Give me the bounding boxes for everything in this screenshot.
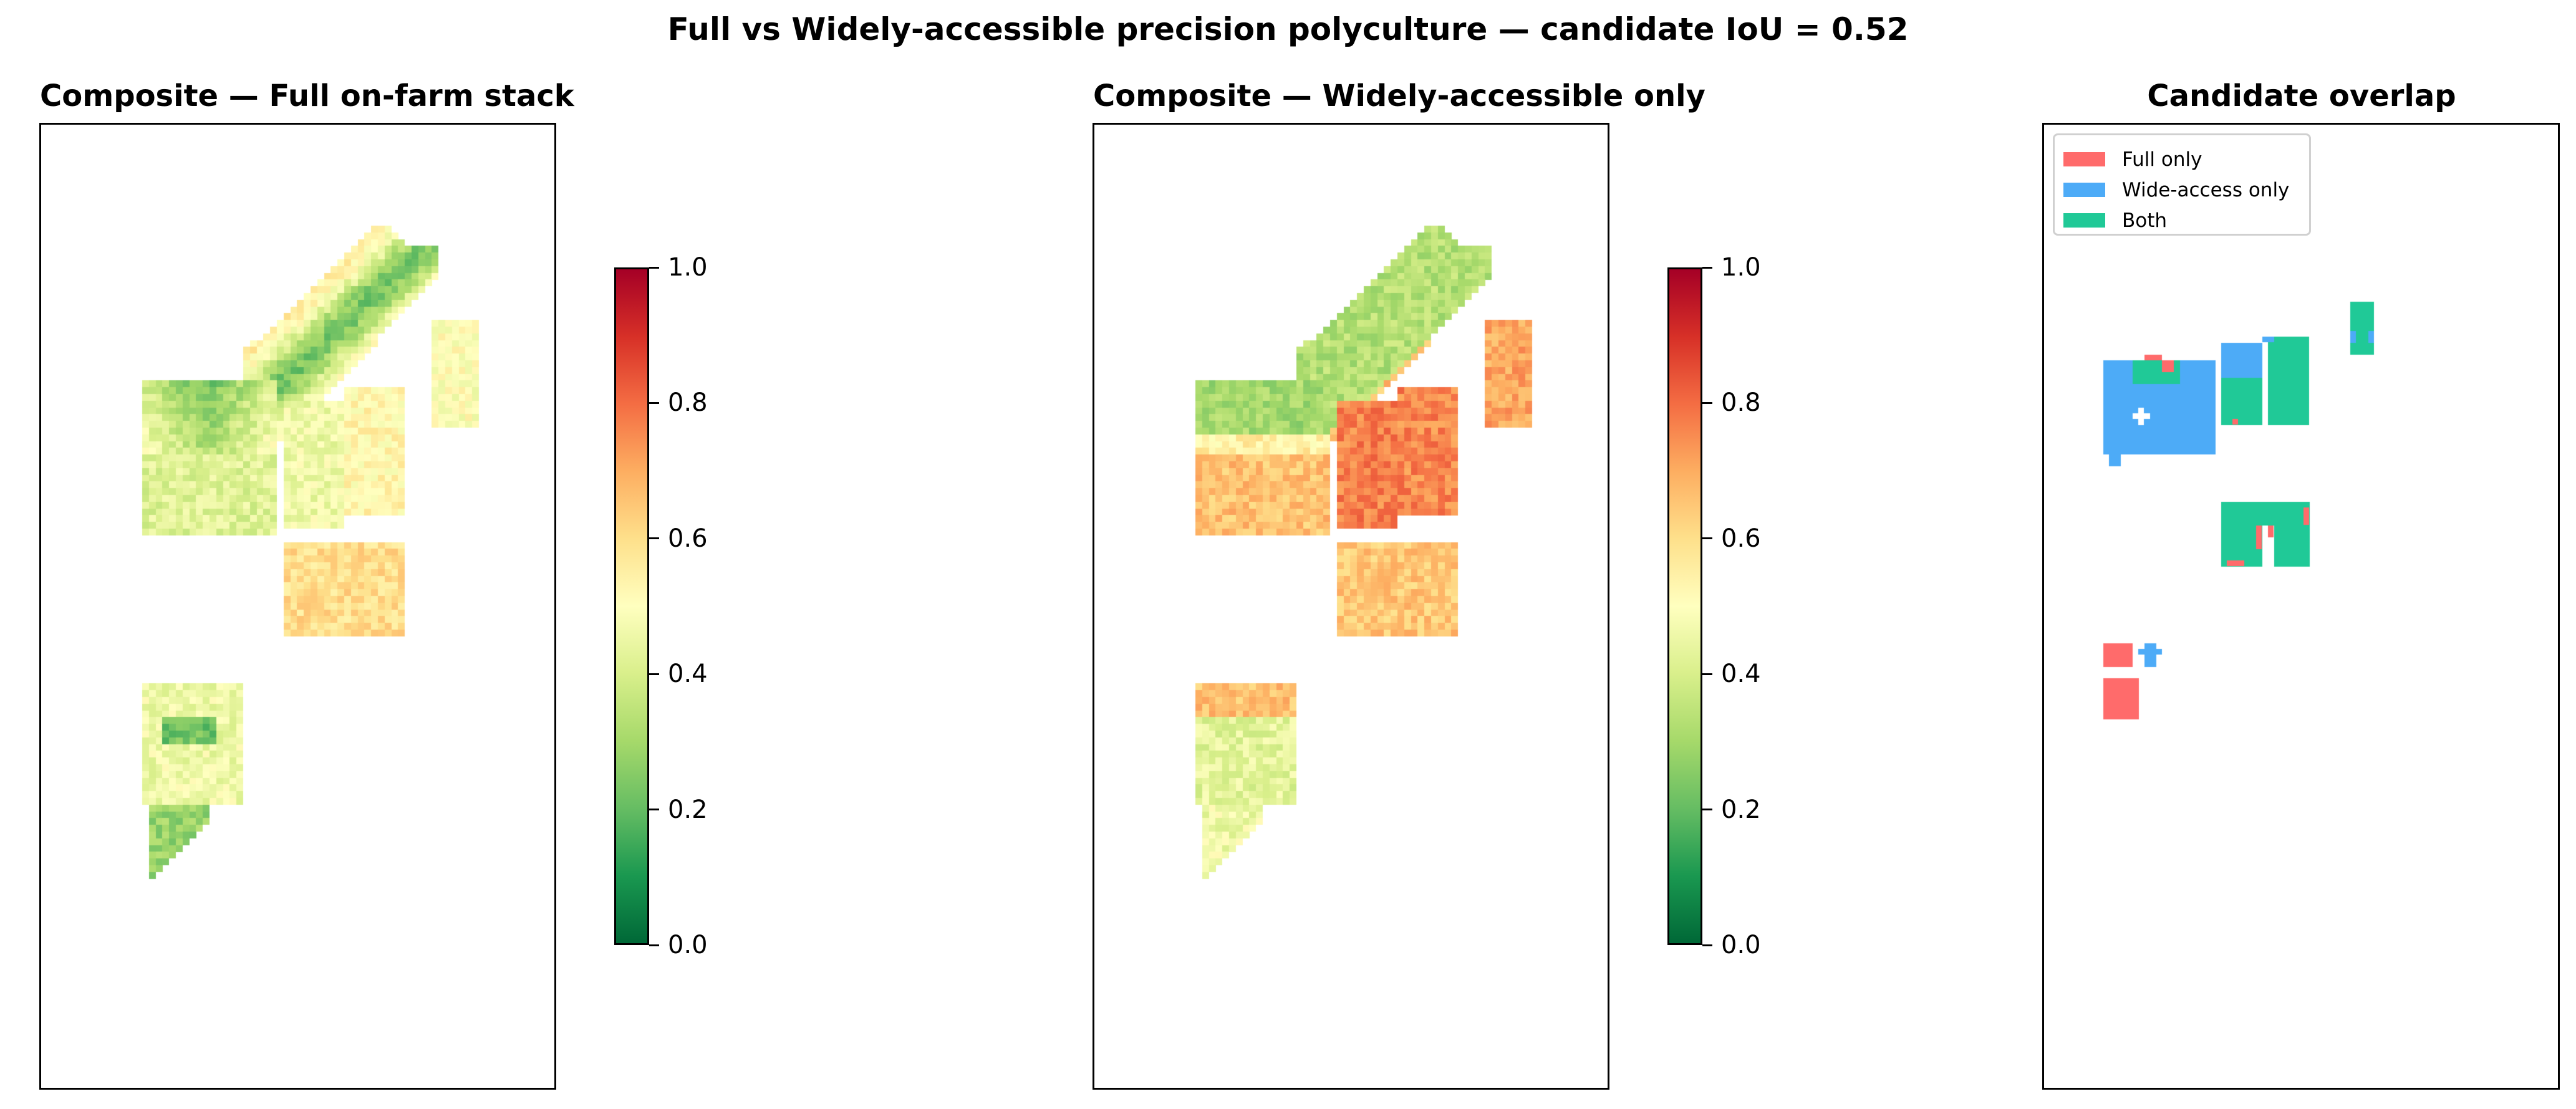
colorbar-tick-label: 0.0 xyxy=(668,931,708,959)
colorbar-tick-label: 0.6 xyxy=(668,524,708,553)
colorbar-tick xyxy=(649,401,659,404)
colorbar-tick-label: 0.2 xyxy=(1721,795,1761,824)
colorbar-tick xyxy=(1702,537,1712,540)
panel-2-heatmap xyxy=(1094,125,1608,1088)
legend-item-full-only: Full only xyxy=(2063,144,2299,175)
colorbar-tick-label: 0.6 xyxy=(1721,524,1761,553)
colorbar-tick xyxy=(1702,266,1712,269)
colorbar-tick-label: 0.2 xyxy=(668,795,708,824)
legend-label: Full only xyxy=(2122,148,2202,171)
colorbar-tick xyxy=(649,944,659,946)
legend-swatch-green xyxy=(2063,213,2105,228)
colorbar-tick-label: 0.0 xyxy=(1721,931,1761,959)
legend-item-wide-access-only: Wide-access only xyxy=(2063,175,2299,205)
legend-label: Both xyxy=(2122,209,2168,232)
colorbar-tick-label: 0.4 xyxy=(668,660,708,689)
legend: Full only Wide-access only Both xyxy=(2053,133,2311,236)
colorbar-tick-label: 1.0 xyxy=(668,253,708,282)
panel-2-colorbar xyxy=(1667,267,1702,945)
panel-1-axes xyxy=(39,123,556,1090)
legend-label: Wide-access only xyxy=(2122,178,2290,201)
panel-3-title: Candidate overlap xyxy=(2147,79,2456,113)
colorbar-tick xyxy=(649,266,659,269)
figure-title: Full vs Widely-accessible precision poly… xyxy=(667,11,1909,47)
panel-2-title: Composite — Widely-accessible only xyxy=(1093,79,1705,113)
colorbar-tick xyxy=(649,809,659,811)
panel-1-title: Composite — Full on-farm stack xyxy=(40,79,574,113)
legend-swatch-red xyxy=(2063,152,2105,166)
panel-1-colorbar xyxy=(614,267,649,945)
colorbar-tick xyxy=(1702,809,1712,811)
legend-swatch-blue xyxy=(2063,183,2105,197)
colorbar-tick-label: 0.8 xyxy=(1721,388,1761,418)
colorbar-tick xyxy=(649,673,659,675)
colorbar-tick xyxy=(1702,944,1712,946)
panel-3-overlap-map xyxy=(2044,125,2558,1088)
colorbar-tick-label: 0.8 xyxy=(668,388,708,418)
panel-3-axes: Full only Wide-access only Both xyxy=(2042,123,2560,1090)
colorbar-tick xyxy=(1702,673,1712,675)
colorbar-tick-label: 0.4 xyxy=(1721,660,1761,689)
colorbar-tick-label: 1.0 xyxy=(1721,253,1761,282)
legend-item-both: Both xyxy=(2063,205,2299,236)
panel-1-heatmap xyxy=(41,125,554,1088)
colorbar-tick xyxy=(649,537,659,540)
colorbar-tick xyxy=(1702,401,1712,404)
panel-2-axes xyxy=(1093,123,1609,1090)
